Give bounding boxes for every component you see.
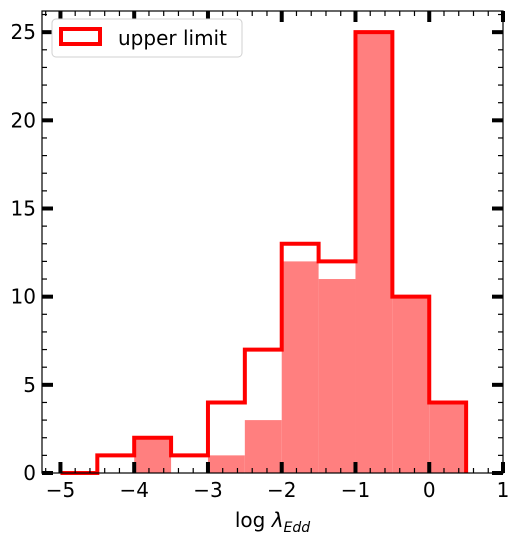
y-tick-label: 5 <box>23 373 36 397</box>
x-tick-label: −5 <box>46 478 75 502</box>
upper-limit-step-line <box>60 30 469 475</box>
x-tick-label: −2 <box>267 478 296 502</box>
plot-frame <box>41 10 504 474</box>
ticks <box>42 11 505 475</box>
y-tick-label: 20 <box>11 108 36 132</box>
legend-label: upper limit <box>118 26 227 50</box>
x-tick-label: 1 <box>497 478 510 502</box>
filled-bar <box>134 437 172 473</box>
y-tick-label: 15 <box>11 196 36 220</box>
legend: upper limit <box>51 18 243 58</box>
filled-bar <box>244 420 282 473</box>
x-axis-label-prefix: log <box>235 508 272 532</box>
filled-bar <box>281 261 319 473</box>
x-axis-label: log λEdd <box>235 508 310 536</box>
filled-bar <box>429 402 467 473</box>
x-tick-label: 0 <box>423 478 436 502</box>
filled-bars <box>134 32 467 473</box>
x-tick-label: −3 <box>193 478 222 502</box>
legend-swatch <box>59 27 102 46</box>
x-axis-label-symbol: λ <box>271 508 284 532</box>
x-tick-label: −4 <box>119 478 148 502</box>
y-tick-label: 25 <box>11 20 36 44</box>
filled-bar <box>207 455 245 473</box>
filled-bar <box>318 279 356 473</box>
x-axis-label-subscript: Edd <box>284 520 311 536</box>
axes <box>41 10 504 474</box>
filled-bar <box>392 296 430 473</box>
filled-bar <box>355 32 393 473</box>
upper-limit-outline <box>60 30 469 475</box>
y-tick-label: 10 <box>11 285 36 309</box>
y-tick-label: 0 <box>23 461 36 485</box>
x-tick-label: −1 <box>341 478 370 502</box>
